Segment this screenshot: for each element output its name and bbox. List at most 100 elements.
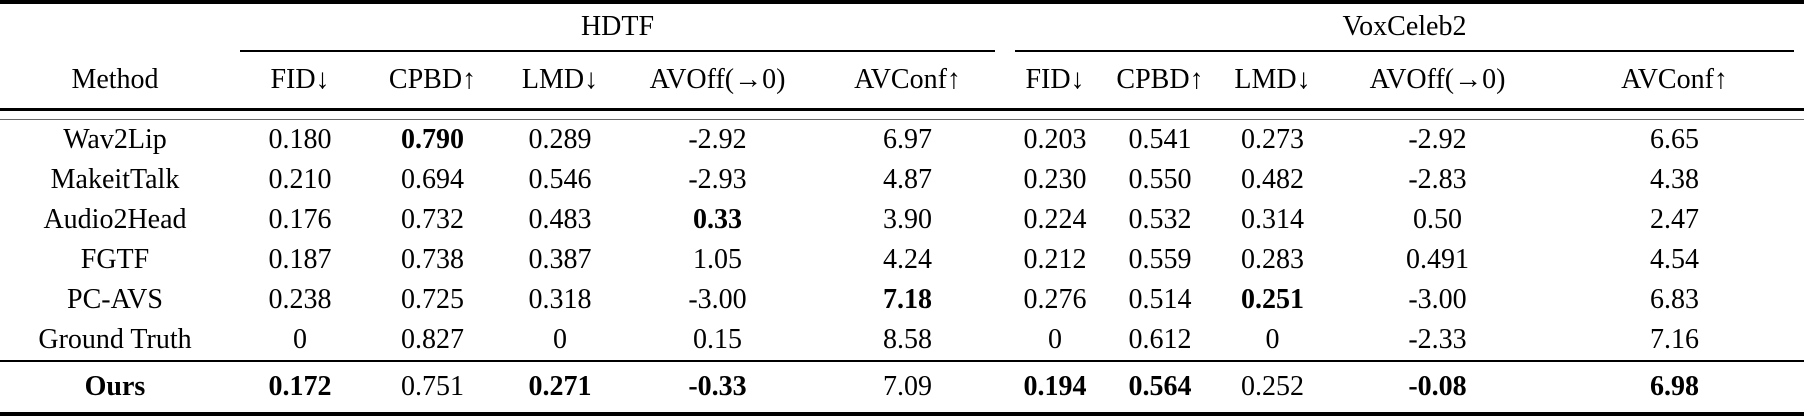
value-cell: 7.18 [883,284,932,315]
value-cell: 0.318 [528,284,592,315]
value-cell: 0.271 [495,360,625,414]
value-cell: 0 [293,324,307,355]
value-cell: 8.58 [883,324,932,355]
value-cell: 6.97 [883,124,932,155]
value-cell: 0.210 [268,164,332,195]
value-cell: 0.483 [528,204,592,235]
metric-header: AVConf↑ [854,64,961,95]
value-cell: 0.276 [1023,284,1087,315]
value-cell: -2.33 [1408,324,1467,355]
method-cell: Ground Truth [38,324,192,355]
table-row: Ground Truth 0 0.827 0 0.15 8.58 0 0.612 0 -2.33 7… [0,320,1804,361]
value-cell: 3.90 [883,204,932,235]
dataset-label-hdtf: HDTF [240,6,995,52]
metric-header: AVConf↑ [1621,64,1728,95]
value-cell: 0.532 [1128,204,1192,235]
value-cell: 6.83 [1650,284,1699,315]
value-cell: -2.92 [1408,124,1467,155]
table-row: MakeitTalk 0.210 0.694 0.546 -2.93 4.87 0.230 0… [0,160,1804,200]
value-cell: 0.212 [1023,244,1087,275]
value-cell: 0.738 [401,244,464,275]
method-cell: Ours [0,360,230,414]
metric-header: AVOff(→0) [1369,64,1506,95]
header-separator-rule [0,108,1804,120]
value-cell: 6.98 [1545,360,1804,414]
value-cell: 4.24 [883,244,932,275]
metric-header: FID↓ [1025,64,1085,95]
value-cell: -3.00 [1408,284,1467,315]
value-cell: -0.33 [625,360,810,414]
value-cell: 0.546 [528,164,592,195]
value-cell: 0.180 [268,124,332,155]
value-cell: 0.694 [401,164,464,195]
value-cell: 0.273 [1241,124,1304,155]
value-cell: 0.176 [268,204,332,235]
metric-header: CPBD↑ [1116,64,1204,95]
metric-header: LMD↓ [1234,64,1311,95]
value-cell: 0.172 [230,360,370,414]
header-separator-line [0,108,1804,120]
value-cell: 0.514 [1128,284,1192,315]
value-cell: 0.732 [401,204,464,235]
value-cell: 0.283 [1241,244,1304,275]
table-row: Audio2Head 0.176 0.732 0.483 0.33 3.90 0.224 0.… [0,200,1804,240]
value-cell: 0.491 [1406,244,1469,275]
value-cell: 0.203 [1023,124,1087,155]
dataset-header-spacer [0,2,230,52]
dataset-header-row: HDTF VoxCeleb2 [0,2,1804,52]
value-cell: 0.751 [370,360,495,414]
value-cell: 0.33 [693,204,742,235]
value-cell: 0.541 [1128,124,1192,155]
method-cell: FGTF [80,244,150,275]
value-cell: 0.224 [1023,204,1087,235]
value-cell: 0.289 [528,124,592,155]
table-row: Wav2Lip 0.180 0.790 0.289 -2.92 6.97 0.203 0.54… [0,120,1804,161]
value-cell: 0 [1265,324,1280,355]
value-cell: 0.187 [268,244,332,275]
value-cell: 4.54 [1650,244,1699,275]
value-cell: 0.559 [1128,244,1192,275]
value-cell: 6.65 [1650,124,1699,155]
method-cell: MakeitTalk [50,164,180,195]
method-cell: PC-AVS [67,284,163,315]
value-cell: 0 [1048,324,1062,355]
value-cell: 1.05 [693,244,742,275]
value-cell: 7.16 [1650,324,1699,355]
method-cell: Audio2Head [43,204,187,235]
value-cell: 0.194 [1005,360,1105,414]
value-cell: 0.387 [528,244,592,275]
dataset-label-voxceleb2: VoxCeleb2 [1015,6,1795,52]
table-row: PC-AVS 0.238 0.725 0.318 -3.00 7.18 0.276 0.514… [0,280,1804,320]
value-cell: 0.50 [1413,204,1462,235]
dataset-header-hdtf: HDTF [230,2,1005,52]
value-cell: 0.725 [401,284,464,315]
value-cell: 0.15 [693,324,742,355]
table-row: Ours 0.172 0.751 0.271 -0.33 7.09 0.194 0.564 0.… [0,360,1804,414]
metric-header: LMD↓ [521,64,599,95]
value-cell: 0 [553,324,567,355]
value-cell: 7.09 [810,360,1005,414]
value-cell: -2.83 [1408,164,1467,195]
value-cell: -2.92 [688,124,747,155]
value-cell: -2.93 [688,164,747,195]
method-header: Method [71,64,159,95]
value-cell: 0.550 [1128,164,1192,195]
value-cell: 0.314 [1241,204,1304,235]
metric-header-row: Method FID↓ CPBD↑ LMD↓ AVOff(→0) AVConf↑ FID↓… [0,52,1804,110]
value-cell: 0.230 [1023,164,1087,195]
value-cell: 4.87 [883,164,932,195]
value-cell: 0.827 [401,324,464,355]
value-cell: 0.251 [1241,284,1304,315]
table-row: FGTF 0.187 0.738 0.387 1.05 4.24 0.212 0.559 0.2… [0,240,1804,280]
value-cell: 0.564 [1105,360,1215,414]
value-cell: 0.790 [401,124,464,155]
value-cell: 0.238 [268,284,332,315]
value-cell: 0.482 [1241,164,1304,195]
metric-header: AVOff(→0) [649,64,786,95]
value-cell: 4.38 [1650,164,1699,195]
value-cell: 2.47 [1650,204,1699,235]
method-cell: Wav2Lip [63,124,167,155]
value-cell: -0.08 [1330,360,1545,414]
metric-header: CPBD↑ [388,64,477,95]
